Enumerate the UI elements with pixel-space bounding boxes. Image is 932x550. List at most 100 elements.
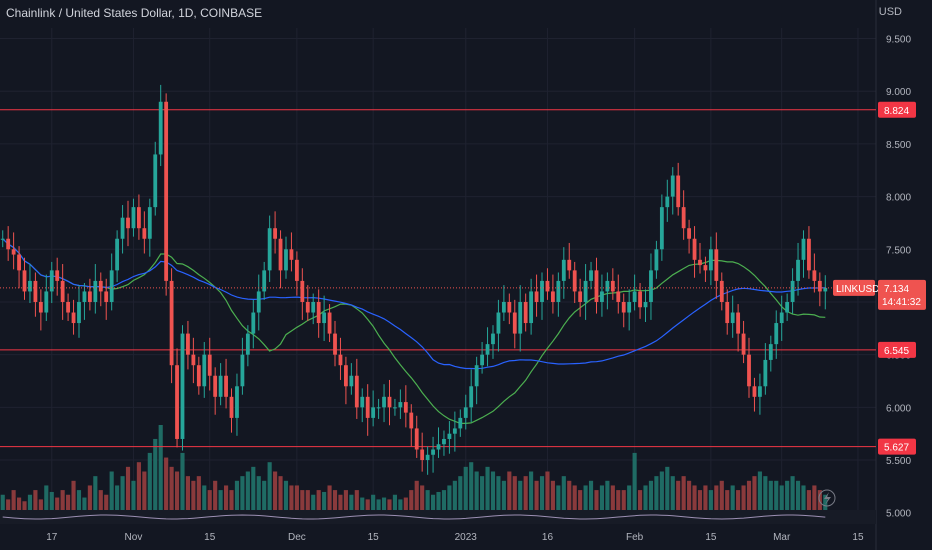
candle-body xyxy=(6,238,11,250)
volume-bar xyxy=(665,466,670,518)
volume-bar xyxy=(774,480,779,518)
symbol-title[interactable]: Chainlink / United States Dollar, 1D, CO… xyxy=(6,6,263,20)
candle-body xyxy=(719,280,724,302)
volume-bar xyxy=(588,480,594,518)
volume-bar xyxy=(131,480,136,518)
candle-body xyxy=(398,402,403,408)
volume-bar xyxy=(109,471,114,518)
volume-bar xyxy=(93,476,98,518)
candle-body xyxy=(621,301,626,313)
candle-body xyxy=(551,291,555,302)
volume-bar xyxy=(332,490,338,518)
candle-body xyxy=(703,265,708,271)
volume-bar xyxy=(643,485,648,518)
candle-body xyxy=(305,301,310,313)
volume-bar xyxy=(414,480,419,518)
volume-bar xyxy=(692,485,697,518)
volume-bar xyxy=(234,480,240,518)
candle-body xyxy=(338,354,343,366)
volume-bar xyxy=(452,480,457,518)
volume-bar xyxy=(66,494,71,518)
x-axis-tick-label: 15 xyxy=(204,532,216,543)
candle-body xyxy=(393,407,397,409)
candle-body xyxy=(300,280,305,302)
candle-body xyxy=(0,238,5,240)
volume-bar xyxy=(534,480,539,518)
x-axis-tick-label: 15 xyxy=(705,532,717,543)
candle-body xyxy=(196,365,201,387)
candle-body xyxy=(790,280,795,302)
volume-bar xyxy=(55,497,60,518)
volume-bar xyxy=(430,494,436,518)
candle-body xyxy=(425,454,430,461)
volume-bar xyxy=(741,485,746,518)
volume-bar xyxy=(223,485,229,518)
candle-body xyxy=(594,270,599,302)
volume-bar xyxy=(496,476,501,518)
candle-body xyxy=(616,291,621,302)
candle-body xyxy=(725,301,730,324)
volume-bar xyxy=(823,494,828,518)
candle-body xyxy=(344,365,348,387)
volume-bar xyxy=(594,490,599,518)
candle-body xyxy=(191,354,196,366)
volume-bar xyxy=(300,490,305,518)
candle-body xyxy=(38,301,43,313)
candle-body xyxy=(169,280,174,366)
volume-bar xyxy=(120,476,125,518)
candle-body xyxy=(431,449,435,455)
candle-body xyxy=(142,228,147,239)
candle-body xyxy=(240,354,245,387)
candle-body xyxy=(414,428,419,450)
candle-body xyxy=(567,259,572,271)
candle-body xyxy=(71,312,76,324)
candle-body xyxy=(747,354,751,387)
candle-body xyxy=(98,280,103,292)
y-axis-tick-label: 5.500 xyxy=(886,456,911,467)
volume-bar xyxy=(578,490,583,518)
volume-bar xyxy=(556,485,561,518)
volume-bar xyxy=(311,494,316,518)
indicator-line xyxy=(2,514,826,520)
volume-bar xyxy=(16,497,22,518)
candle-body xyxy=(175,365,179,439)
candle-body xyxy=(610,280,615,292)
candle-body xyxy=(545,280,550,292)
volume-bar xyxy=(207,490,212,518)
candle-body xyxy=(518,301,523,334)
candle-body xyxy=(55,270,60,281)
volume-bar xyxy=(267,462,272,518)
candle-body xyxy=(480,354,484,366)
candle-body xyxy=(474,365,479,387)
candle-body xyxy=(245,333,250,355)
candle-body xyxy=(180,333,185,439)
candle-body xyxy=(77,301,81,324)
volume-bar xyxy=(687,480,692,518)
candle-body xyxy=(120,217,125,239)
volume-bar xyxy=(142,471,147,518)
candle-body xyxy=(785,301,790,313)
volume-bar xyxy=(354,490,359,518)
candle-body xyxy=(213,375,218,397)
candle-body xyxy=(523,301,528,324)
volume-bar xyxy=(801,485,806,518)
candle-body xyxy=(458,417,463,429)
y-axis-tick-label: 7.500 xyxy=(886,245,911,256)
volume-bar xyxy=(512,476,517,518)
level-price-label: 5.627 xyxy=(884,443,909,454)
candle-body xyxy=(126,217,130,229)
candle-body xyxy=(229,396,234,418)
volume-bar xyxy=(648,480,654,518)
volume-bar xyxy=(60,490,65,518)
candle-body xyxy=(278,238,283,271)
countdown-label: 14:41:32 xyxy=(882,297,921,308)
candle-body xyxy=(442,438,446,445)
volume-bar xyxy=(436,491,441,518)
volume-bar xyxy=(278,476,283,518)
volume-bar xyxy=(567,480,572,518)
volume-bar xyxy=(480,476,485,518)
volume-bar xyxy=(670,476,675,518)
candle-body xyxy=(823,287,828,292)
